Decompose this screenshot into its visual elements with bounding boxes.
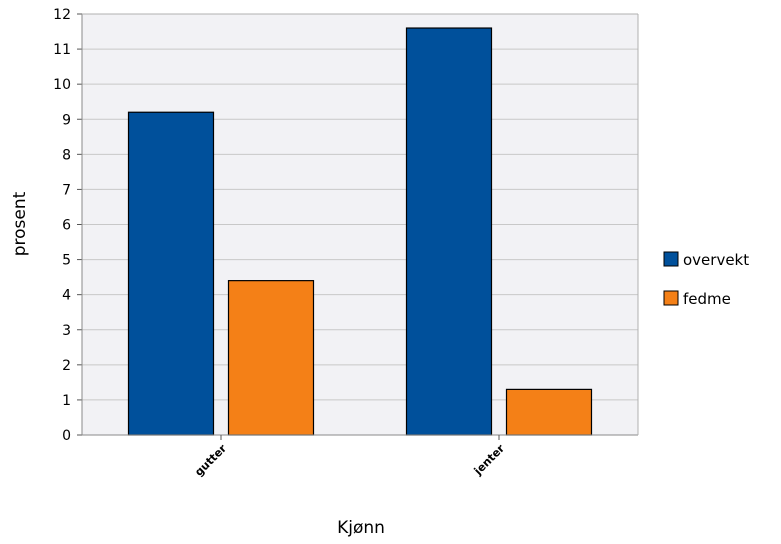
y-tick-label: 11 — [53, 42, 71, 58]
y-tick-label: 6 — [62, 218, 71, 234]
y-tick-label: 12 — [53, 7, 71, 23]
y-tick-label: 8 — [62, 147, 71, 163]
legend-label-fedme: fedme — [683, 290, 731, 308]
y-tick-label: 5 — [62, 253, 71, 269]
y-tick-label: 4 — [62, 288, 71, 304]
y-tick-label: 0 — [62, 428, 71, 444]
axes — [77, 13, 639, 440]
y-tick-label: 7 — [62, 182, 71, 198]
y-axis-title: prosent — [10, 191, 30, 256]
y-tick-label: 3 — [62, 323, 71, 339]
y-tick-label: 2 — [62, 358, 71, 374]
legend: overvekt fedme — [663, 251, 749, 308]
bar-overvekt-gutter — [127, 111, 215, 436]
x-tick-labels: gutter jenter — [192, 442, 507, 479]
bar-overvekt-jenter — [405, 27, 493, 436]
legend-swatch-overvekt — [663, 251, 679, 267]
y-tick-label: 10 — [53, 77, 71, 93]
y-tick-label: 9 — [62, 112, 71, 128]
y-tick-label: 1 — [62, 393, 71, 409]
legend-swatch-fedme — [663, 290, 679, 306]
bars — [127, 27, 593, 436]
x-axis-title: Kjønn — [337, 518, 385, 538]
x-tick-label: jenter — [471, 442, 508, 479]
x-tick-label: gutter — [192, 442, 229, 479]
bar-fedme-jenter — [505, 388, 593, 436]
bar-fedme-gutter — [227, 280, 315, 436]
legend-label-overvekt: overvekt — [683, 251, 749, 269]
